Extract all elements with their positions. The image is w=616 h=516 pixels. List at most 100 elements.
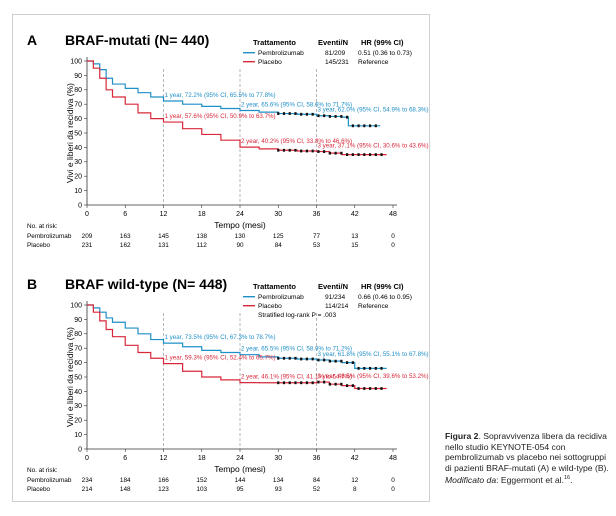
- x-tick-label: 24: [236, 455, 244, 462]
- x-tick-label: 0: [85, 455, 89, 462]
- panel-b: B BRAF wild-type (N= 448) Trattamento Event…: [13, 259, 431, 499]
- at-risk-value: 0: [391, 486, 395, 493]
- at-risk-value: 214: [82, 486, 93, 493]
- at-risk-value: 84: [313, 477, 321, 484]
- censor-mark: [311, 149, 314, 153]
- censor-mark: [368, 366, 372, 370]
- censor-mark: [340, 359, 343, 363]
- y-axis-title: Vivi e liberi da recidiva (%): [65, 327, 75, 427]
- censor-mark: [357, 366, 360, 370]
- at-risk-value: 145: [158, 233, 169, 240]
- panel-letter: B: [27, 276, 37, 292]
- caption-ref: 16: [563, 475, 571, 482]
- at-risk-value: 162: [120, 242, 131, 249]
- censor-mark: [340, 382, 343, 386]
- censor-mark: [363, 153, 366, 156]
- y-tick-label: 60: [74, 360, 82, 367]
- censor-mark: [346, 384, 349, 388]
- at-risk-value: 95: [236, 486, 244, 493]
- censor-mark: [305, 381, 309, 385]
- censor-mark: [282, 148, 286, 152]
- y-tick-label: 90: [74, 73, 82, 80]
- x-tick-label: 42: [351, 211, 359, 218]
- x-tick-label: 48: [389, 455, 397, 462]
- y-tick-label: 80: [74, 331, 82, 338]
- x-tick-label: 12: [160, 211, 168, 218]
- censor-mark: [300, 381, 303, 385]
- censor-mark: [340, 115, 343, 118]
- legend-label: Placebo: [258, 59, 282, 66]
- x-tick-label: 42: [351, 455, 359, 462]
- at-risk-value: 13: [351, 233, 359, 240]
- censor-mark: [288, 112, 291, 115]
- legend-hr: 0.66 (0.46 to 0.95): [358, 294, 412, 301]
- censor-mark: [317, 114, 320, 118]
- chart-svg-B: B BRAF wild-type (N= 448) Trattamento Event…: [27, 276, 429, 493]
- x-tick-label: 0: [85, 211, 89, 218]
- chart-svg-A: A BRAF-mutati (N= 440) Trattamento Eventi/N…: [27, 32, 429, 249]
- at-risk-value: 144: [235, 477, 246, 484]
- curve-annotation: 1 year, 72.2% (95% CI, 65.5% to 77.8%): [165, 92, 276, 99]
- at-risk-value: 0: [391, 233, 395, 240]
- at-risk-value: 84: [275, 242, 283, 249]
- figure-frame: A BRAF-mutati (N= 440) Trattamento Eventi/N…: [12, 14, 430, 502]
- legend-note: Stratified log-rank P = .003: [258, 312, 336, 319]
- at-risk-value: 134: [273, 477, 284, 484]
- curve-annotation: 3 year, 61.8% (95% CI, 55.1% to 67.8%): [318, 351, 429, 358]
- x-axis-title: Tempo (mesi): [214, 464, 266, 474]
- censor-mark: [328, 115, 331, 118]
- x-tick-label: 12: [160, 455, 168, 462]
- censor-mark: [323, 358, 326, 362]
- at-risk-value: 184: [120, 477, 131, 484]
- legend-label: Pembrolizumab: [258, 294, 304, 301]
- censor-mark: [282, 112, 286, 115]
- at-risk-value: 8: [353, 486, 357, 493]
- censor-mark: [311, 357, 314, 361]
- at-risk-value: 130: [235, 233, 246, 240]
- at-risk-value: 231: [82, 242, 93, 249]
- legend-hr: Reference: [358, 303, 389, 310]
- at-risk-value: 125: [273, 233, 284, 240]
- legend-label: Pembrolizumab: [258, 50, 304, 57]
- x-tick-label: 6: [123, 455, 127, 462]
- x-axis-title: Tempo (mesi): [214, 220, 266, 230]
- at-risk-value: 152: [196, 477, 207, 484]
- censor-mark: [334, 115, 337, 118]
- at-risk-value: 209: [82, 233, 93, 240]
- curve-annotation: 1 year, 57.6% (95% CI, 50.9% to 63.7%): [165, 113, 276, 120]
- censor-mark: [380, 153, 383, 156]
- censor-mark: [334, 359, 337, 363]
- censor-mark: [317, 358, 320, 362]
- censor-mark: [363, 124, 366, 128]
- curve-annotation: 1 year, 59.3% (95% CI, 52.4% to 65.7%): [165, 355, 276, 362]
- curve-annotation: 2 year, 65.6% (95% CI, 58.6% to 71.7%): [241, 102, 352, 109]
- x-tick-label: 36: [313, 455, 321, 462]
- legend-events: 81/209: [325, 50, 346, 57]
- at-risk-value: 112: [197, 242, 208, 249]
- caption-end: .: [570, 475, 573, 486]
- censor-mark: [351, 124, 354, 128]
- y-tick-label: 90: [74, 317, 82, 324]
- censor-mark: [374, 153, 377, 156]
- censor-mark: [305, 149, 309, 153]
- y-axis-title: Vivi e liberi da recidiva (%): [65, 83, 75, 183]
- caption-source-prefix: Modificato da: [445, 475, 497, 486]
- at-risk-row-label: Pembrolizumab: [27, 233, 72, 240]
- x-tick-label: 30: [274, 455, 282, 462]
- censor-mark: [328, 382, 331, 386]
- x-tick-label: 24: [236, 211, 244, 218]
- at-risk-row-label: Placebo: [27, 486, 51, 493]
- at-risk-label: No. at risk:: [27, 223, 58, 230]
- x-tick-label: 36: [313, 211, 321, 218]
- censor-mark: [380, 366, 383, 370]
- curve-annotation: 2 year, 40.2% (95% CI, 33.8% to 46.6%): [241, 138, 352, 145]
- at-risk-value: 15: [351, 242, 359, 249]
- chart-title: BRAF-mutati (N= 440): [65, 32, 209, 48]
- y-tick-label: 20: [74, 174, 82, 181]
- at-risk-value: 166: [158, 477, 169, 484]
- caption-source: : Eggermont et al.: [496, 475, 564, 486]
- caption-text: . Sopravvivenza libera da recidiva nello…: [445, 431, 609, 473]
- censor-mark: [311, 112, 314, 116]
- y-tick-label: 40: [74, 389, 82, 396]
- legend-events: 114/214: [325, 303, 349, 310]
